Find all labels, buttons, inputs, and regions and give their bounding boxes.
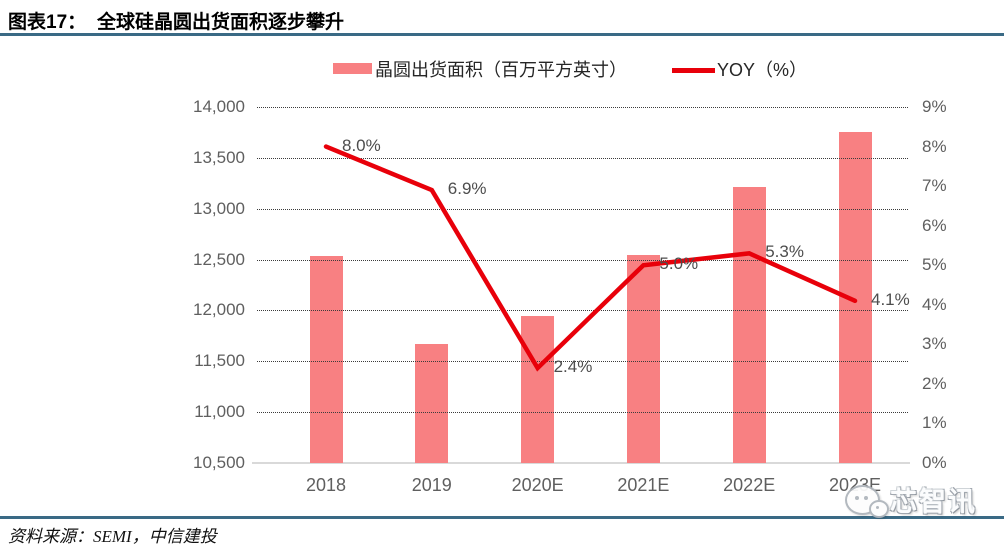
footer-divider-rule [0, 516, 1004, 519]
bar-2021E [626, 254, 660, 463]
x-tick-2020E: 2020E [511, 475, 564, 495]
legend-bar-swatch [333, 63, 372, 74]
left-axis-tick: 12,500 [193, 249, 245, 269]
right-axis-tick: 2% [922, 373, 947, 393]
yoy-label-2023E: 4.1% [871, 289, 910, 309]
right-axis-tick: 8% [922, 136, 947, 156]
plot-area: 8.0% 6.9% 2.4% 5.0% 5.3% 4.1% [252, 107, 910, 464]
right-axis-tick: 7% [922, 176, 947, 196]
x-tick-2019: 2019 [411, 475, 452, 495]
chat-bubble-small-icon [869, 500, 889, 518]
right-axis-tick: 6% [922, 215, 947, 235]
right-axis-tick: 5% [922, 255, 947, 275]
right-axis-tick: 9% [922, 97, 947, 116]
left-axis-tick: 13,500 [193, 147, 245, 167]
left-axis-tick: 11,000 [194, 402, 245, 422]
gridline [257, 208, 908, 210]
left-axis-tick: 13,000 [193, 198, 245, 218]
bar-2022E [732, 187, 766, 463]
gridline [257, 259, 908, 261]
yoy-label-2018: 8.0% [342, 135, 381, 155]
left-axis-tick: 10,500 [193, 453, 245, 472]
yoy-label-2022E: 5.3% [765, 242, 804, 262]
data-source-note: 资料来源：SEMI，中信建投 [8, 527, 217, 546]
yoy-label-2020E: 2.4% [553, 357, 593, 377]
yoy-line [323, 144, 858, 372]
x-tick-2018: 2018 [305, 475, 347, 495]
right-axis-tick: 0% [922, 453, 947, 472]
figure-number: 图表17： [8, 12, 87, 33]
x-axis-line [252, 462, 910, 464]
right-axis-tick: 3% [922, 334, 947, 354]
right-axis-tick: 1% [922, 413, 947, 433]
watermark: 芯智讯 [844, 482, 977, 522]
x-tick-2021E: 2021E [617, 475, 670, 495]
gridline [257, 361, 908, 363]
wechat-logo-icon [844, 482, 890, 522]
left-axis-tick: 14,000 [193, 97, 245, 116]
gridline [257, 157, 908, 159]
yoy-label-2021E: 5.0% [659, 254, 699, 274]
left-axis-tick: 11,500 [194, 351, 245, 371]
yoy-label-2019: 6.9% [447, 179, 487, 199]
legend-line-swatch [672, 68, 715, 73]
figure-title: 全球硅晶圆出货面积逐步攀升 [97, 12, 345, 33]
gridline [257, 107, 908, 108]
legend-line-label: YOY（%） [717, 60, 808, 80]
bar-2018 [309, 255, 343, 463]
gridline [257, 412, 908, 414]
right-axis-tick: 4% [922, 294, 947, 314]
left-axis-tick: 12,000 [193, 300, 245, 320]
title-divider-rule [0, 33, 1004, 36]
legend-bar-label: 晶圆出货面积（百万平方英寸） [375, 60, 627, 80]
watermark-text: 芯智讯 [890, 487, 977, 517]
gridline [257, 310, 908, 312]
x-tick-2022E: 2022E [723, 475, 776, 495]
bar-2020E [521, 315, 555, 463]
bar-2019 [415, 344, 449, 463]
